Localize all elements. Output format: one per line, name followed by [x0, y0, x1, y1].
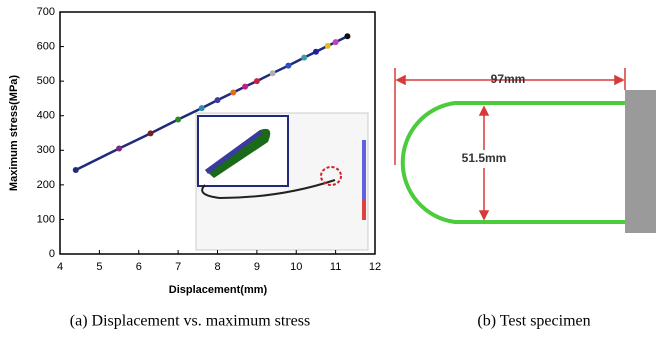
- y-tick-label: 400: [37, 110, 55, 122]
- data-point: [313, 49, 319, 55]
- x-tick-label: 8: [214, 261, 220, 273]
- data-point: [199, 105, 205, 111]
- y-axis-label: Maximum stress(MPa): [8, 75, 20, 191]
- x-tick-label: 9: [254, 261, 260, 273]
- data-point: [116, 146, 122, 152]
- data-point: [301, 55, 307, 61]
- data-point: [333, 39, 339, 45]
- data-point: [215, 97, 221, 103]
- y-tick-label: 100: [37, 213, 55, 225]
- data-point: [73, 167, 79, 173]
- y-tick-label: 300: [37, 144, 55, 156]
- y-tick-label: 600: [37, 40, 55, 52]
- x-axis-label: Displacement(mm): [169, 284, 268, 296]
- height-label: 51.5mm: [462, 151, 507, 165]
- x-tick-label: 12: [369, 261, 381, 273]
- data-point: [254, 78, 260, 84]
- caption: (a) Displacement vs. maximum stress: [70, 313, 310, 330]
- data-point: [175, 117, 181, 123]
- data-point: [242, 84, 248, 90]
- data-point: [325, 43, 331, 49]
- x-tick-label: 6: [136, 261, 142, 273]
- x-tick-label: 7: [175, 261, 181, 273]
- x-tick-label: 10: [290, 261, 302, 273]
- specimen: [395, 68, 656, 233]
- data-point: [344, 33, 350, 39]
- x-tick-label: 4: [57, 261, 63, 273]
- data-point: [285, 63, 291, 69]
- width-label: 97mm: [491, 72, 526, 86]
- y-tick-label: 0: [49, 248, 55, 260]
- x-tick-label: 5: [96, 261, 102, 273]
- figure: Displacement(mm) Maximum stress(MPa) 97m…: [0, 0, 656, 340]
- caption: (b) Test specimen: [477, 313, 590, 330]
- data-point: [270, 70, 276, 76]
- data-point: [148, 130, 154, 136]
- y-tick-label: 200: [37, 179, 55, 191]
- inset-image: [196, 113, 368, 250]
- y-tick-label: 700: [37, 6, 55, 18]
- y-tick-label: 500: [37, 75, 55, 87]
- x-tick-label: 11: [330, 261, 341, 273]
- data-point: [230, 90, 236, 96]
